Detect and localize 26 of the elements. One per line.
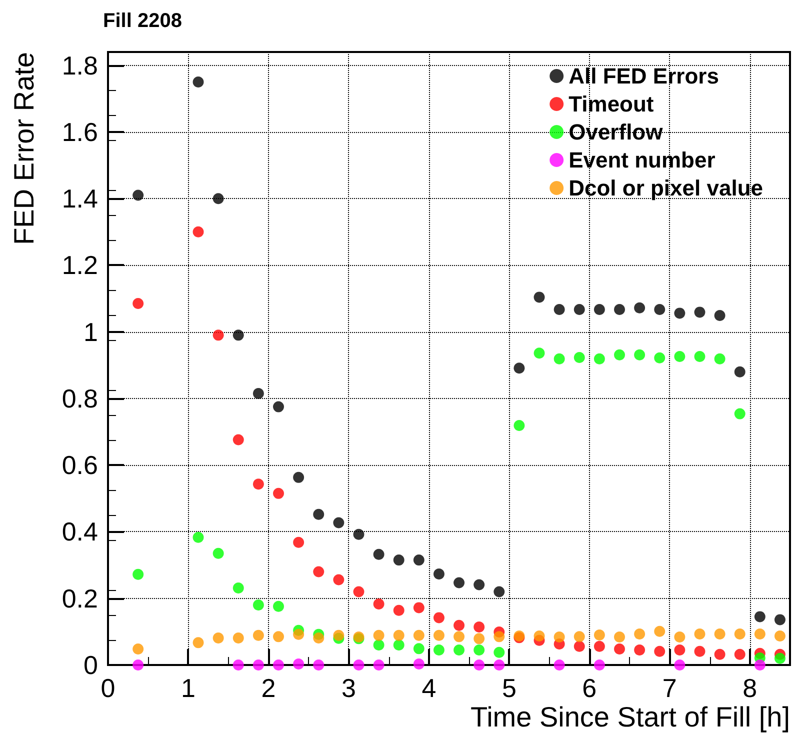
legend-label: Dcol or pixel value xyxy=(568,176,764,200)
y-axis-title: FED Error Rate xyxy=(8,52,40,245)
legend-label: Timeout xyxy=(568,92,654,116)
legend-label: Event number xyxy=(568,148,716,172)
x-tick-label: 4 xyxy=(422,673,436,703)
y-tick-label: 1.2 xyxy=(62,250,98,280)
y-tick-label: 1.8 xyxy=(62,50,98,80)
x-tick-label: 2 xyxy=(261,673,276,703)
y-tick-label: 0 xyxy=(84,650,98,680)
x-tick-label: 5 xyxy=(502,673,516,703)
legend-label: Overflow xyxy=(568,120,664,144)
x-tick-label: 3 xyxy=(341,673,356,703)
y-tick-label: 0.2 xyxy=(62,583,98,614)
x-tick-label: 8 xyxy=(742,673,758,703)
x-axis-title: Time Since Start of Fill [h] xyxy=(470,702,790,732)
chart-title: Fill 2208 xyxy=(103,10,182,32)
x-tick-label: 6 xyxy=(582,673,597,703)
y-tick-label: 0.4 xyxy=(62,516,98,547)
x-tick-label: 1 xyxy=(181,673,196,703)
legend-label: All FED Errors xyxy=(568,64,719,88)
x-tick-label: 7 xyxy=(662,673,677,703)
y-tick-label: 1.4 xyxy=(62,184,98,214)
y-tick-label: 1 xyxy=(84,316,98,347)
y-tick-label: 0.8 xyxy=(62,383,98,414)
y-tick-label: 0.6 xyxy=(62,450,98,480)
y-tick-label: 1.6 xyxy=(62,116,98,147)
